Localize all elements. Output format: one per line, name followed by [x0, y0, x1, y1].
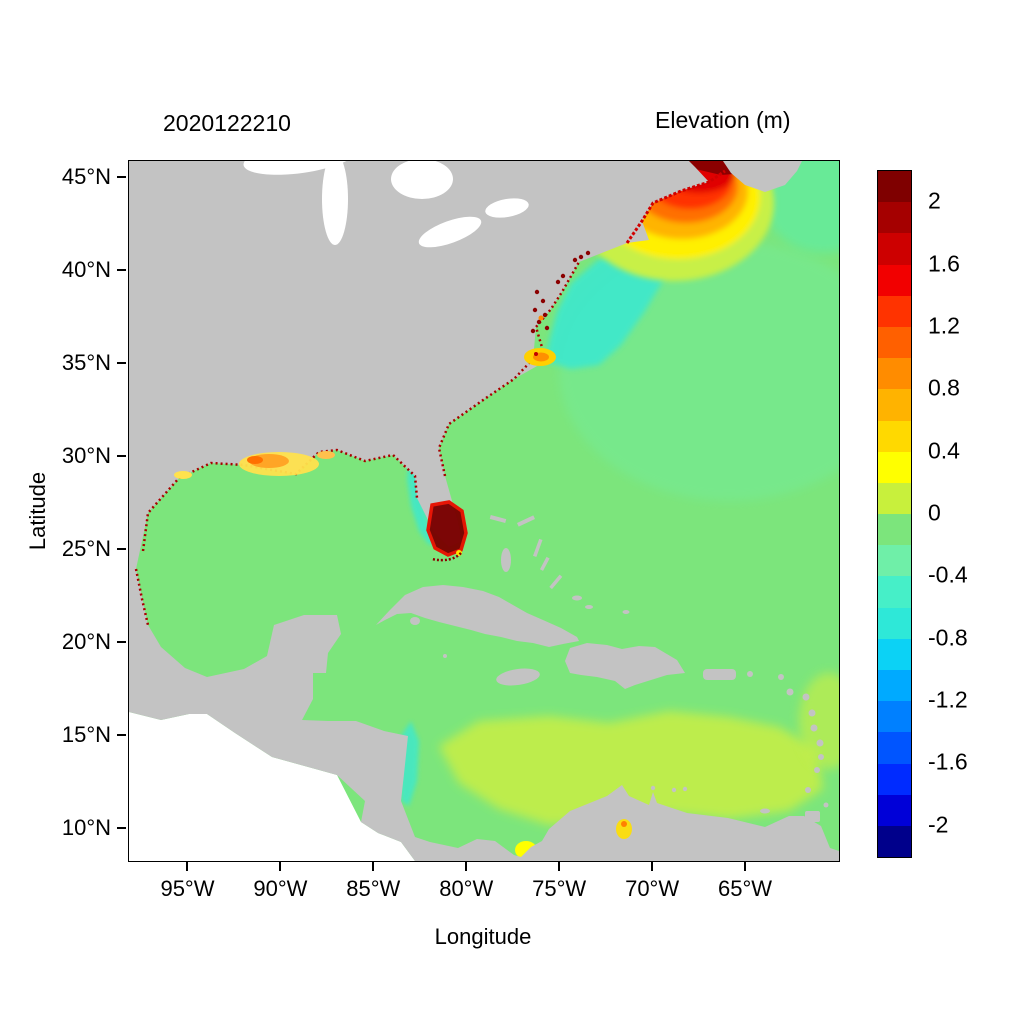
y-tickmark [117, 641, 126, 644]
bahamas-islands [489, 514, 630, 614]
colorbar-tick-label: 1.2 [928, 312, 960, 339]
colorbar-segment [878, 825, 911, 858]
colorbar-segment [878, 638, 911, 670]
colorbar-segment [878, 233, 911, 265]
x-tick-label: 65°W [718, 876, 773, 901]
x-tickmark [558, 862, 561, 871]
colorbar-segment [878, 358, 911, 390]
colorbar-segment [878, 202, 911, 234]
y-tickmark [117, 269, 126, 272]
cuba-island [376, 585, 579, 647]
colorbar-segment [878, 482, 911, 515]
great-lakes-layer [243, 161, 529, 248]
x-tickmark [279, 862, 282, 871]
colorbar-tick-label: -0.8 [928, 624, 968, 651]
colorbar-segment [878, 420, 911, 452]
elevation-map [129, 161, 839, 861]
colorbar-segment [878, 389, 911, 421]
y-tickmark [117, 176, 126, 179]
margarita-island [760, 808, 770, 814]
y-tick-label: 35°N [61, 350, 111, 376]
x-tick-label: 80°W [439, 876, 494, 901]
y-tickmark [117, 734, 126, 737]
colorbar-segment [878, 545, 911, 577]
colorbar-segment [878, 794, 911, 826]
colorbar-tick-label: -0.4 [928, 561, 968, 588]
colorbar-segment [878, 295, 911, 327]
pacific-nodata-mask [129, 712, 415, 861]
y-tick-label: 45°N [61, 164, 111, 190]
colorbar-tick-label: 0 [928, 499, 941, 526]
colorbar-segment [878, 451, 911, 483]
colorbar-segment [878, 264, 911, 296]
colorbar-tick-label: 1.6 [928, 250, 960, 277]
continent-landmass [129, 161, 839, 861]
x-tick-label: 70°W [625, 876, 680, 901]
colorbar-tick-label: 0.8 [928, 374, 960, 401]
x-axis-ticks: 95°W 90°W 85°W 80°W 75°W 70°W 65°W [128, 862, 838, 912]
nova-scotia [723, 161, 802, 192]
y-tick-label: 25°N [61, 536, 111, 562]
hispaniola-island [565, 643, 685, 689]
x-tick-label: 90°W [253, 876, 308, 901]
y-tickmark [117, 362, 126, 365]
colorbar-tick-label: -1.2 [928, 686, 968, 713]
y-tickmark [117, 827, 126, 830]
lesser-antilles-islands [443, 654, 829, 822]
x-axis-label: Longitude [434, 924, 532, 949]
x-tick-label: 95°W [160, 876, 215, 901]
cayman-island [443, 654, 447, 658]
coastal-overlay-layer [134, 169, 726, 839]
colorbar-tick-label: -1.6 [928, 748, 968, 775]
colorbar-segment [878, 763, 911, 795]
isle-of-youth [410, 617, 420, 625]
colorbar-tick-label: 0.4 [928, 437, 960, 464]
colorbar-segment [878, 576, 911, 608]
y-tick-label: 40°N [61, 257, 111, 283]
y-tickmark [117, 548, 126, 551]
x-tickmark [186, 862, 189, 871]
map-plot-frame [128, 160, 840, 862]
puerto-rico-island [703, 669, 736, 680]
y-tickmark [117, 455, 126, 458]
colorbar-segment [878, 607, 911, 639]
colorbar-tick-label: 2 [928, 187, 941, 214]
colorbar-segment [878, 732, 911, 764]
colorbar [877, 170, 912, 858]
colorbar-segment [878, 670, 911, 702]
jamaica-island [496, 668, 540, 686]
plot-timestamp-title: 2020122210 [163, 110, 291, 136]
colorbar-title: Elevation (m) [655, 107, 791, 133]
y-tick-label: 15°N [61, 722, 111, 748]
x-tickmark [465, 862, 468, 871]
x-tickmark [744, 862, 747, 871]
trinidad-island [805, 811, 820, 822]
x-tick-label: 75°W [532, 876, 587, 901]
y-tick-label: 10°N [61, 815, 111, 841]
islands-layer [376, 161, 829, 822]
colorbar-tick-labels: 2 1.6 1.2 0.8 0.4 0 -0.4 -0.8 -1.2 -1.6 -2 [912, 170, 1002, 856]
x-tickmark [651, 862, 654, 871]
colorbar-tick-label: -2 [928, 811, 949, 838]
x-tickmark [372, 862, 375, 871]
y-tick-label: 20°N [61, 629, 111, 655]
colorbar-segment [878, 701, 911, 733]
x-tick-label: 85°W [346, 876, 401, 901]
colorbar-segment [878, 171, 911, 203]
colorbar-segment [878, 326, 911, 359]
colorbar-segment [878, 514, 911, 546]
y-axis-ticks: 45°N 40°N 35°N 30°N 25°N 20°N 15°N 10°N [40, 160, 126, 860]
y-tick-label: 30°N [61, 443, 111, 469]
